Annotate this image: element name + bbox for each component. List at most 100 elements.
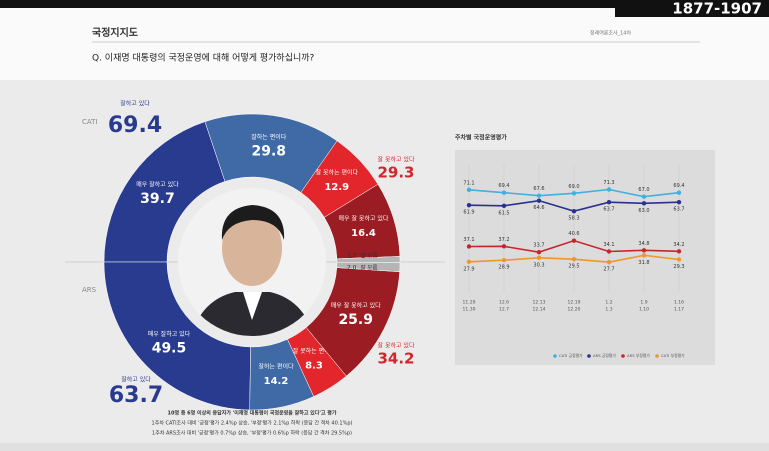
value-label: 67.6	[533, 186, 544, 192]
segment-value: 2.0	[347, 265, 357, 272]
legend-swatch	[655, 354, 659, 358]
positive-label: 잘하고 있다	[120, 100, 150, 108]
section-title: 국정지지도	[92, 26, 138, 39]
value-label: 29.3	[673, 264, 684, 270]
header-band	[0, 8, 769, 80]
note: 1주차 ARS조사 대비 '긍정'평가 0.7%p 상승, '부정'평가 0.6…	[152, 430, 352, 437]
segment-value: 39.7	[140, 191, 175, 207]
segment-value: 1.3	[347, 253, 357, 260]
value-label: 69.0	[568, 184, 579, 190]
segment-value: 49.5	[152, 341, 187, 357]
series-point	[571, 208, 577, 214]
segment-value: 14.2	[264, 376, 289, 387]
negative-label: 잘 못하고 있다	[378, 342, 415, 350]
x-tick-label: 1.3	[605, 307, 612, 313]
donut-segment	[103, 261, 251, 411]
segment-name: 매우 잘 못하고 있다	[331, 302, 381, 310]
series-point	[676, 257, 682, 262]
broadcast-number: 1877-1907	[672, 0, 762, 18]
segment-name: 매우 잘 못하고 있다	[339, 215, 389, 223]
series-point	[641, 194, 647, 199]
segment-value: 29.8	[252, 144, 287, 160]
series-point	[606, 199, 612, 205]
legend-label: CATI 긍정평가	[559, 353, 583, 358]
value-label: 37.2	[498, 237, 509, 243]
series-point	[466, 244, 472, 249]
value-label: 63.7	[673, 207, 684, 213]
portrait	[178, 188, 326, 336]
series-point	[571, 256, 577, 262]
line-title: 주차별 국정운영평가	[455, 134, 507, 142]
x-tick-label: 1.9	[640, 300, 647, 306]
series-point	[536, 255, 542, 261]
segment-name: 매우 잘하고 있다	[148, 330, 191, 338]
meta: 정례여론조사_14차	[590, 30, 631, 37]
x-tick-label: 12.14	[533, 307, 546, 313]
value-label: 29.5	[568, 264, 579, 270]
value-label: 61.9	[463, 210, 474, 216]
segment-name: 잘 못하는 편이다	[316, 169, 359, 177]
legend-label: CATI 부정평가	[661, 353, 685, 358]
x-tick-label: 1.10	[639, 307, 649, 313]
negative-total: 29.3	[377, 164, 414, 182]
value-label: 30.3	[533, 262, 544, 268]
value-label: 40.6	[568, 231, 579, 237]
value-label: 33.7	[533, 243, 544, 249]
positive-label: 잘하고 있다	[121, 376, 151, 384]
series-point	[536, 198, 542, 203]
series-point	[571, 191, 577, 196]
footer	[0, 443, 769, 451]
segment-name: 잘 못하는 편이다	[293, 347, 336, 355]
value-label: 63.0	[638, 208, 649, 214]
donut-segment	[103, 121, 226, 263]
question: Q. 이재명 대통령의 국정운영에 대해 어떻게 평가하십니까?	[92, 52, 315, 64]
value-label: 71.3	[603, 180, 614, 186]
legend-label: ARS 긍정평가	[593, 353, 616, 358]
series-point	[501, 244, 507, 249]
half-label: ARS	[82, 286, 97, 294]
value-label: 64.6	[533, 205, 544, 211]
series-point	[501, 190, 507, 195]
value-label: 63.7	[603, 207, 614, 213]
segment-value: 25.9	[338, 312, 373, 328]
value-label: 37.1	[463, 237, 474, 243]
x-tick-label: 12.13	[533, 300, 546, 306]
number-box	[615, 0, 769, 17]
series-point	[501, 257, 507, 263]
value-label: 71.1	[463, 180, 474, 186]
x-tick-label: 12.20	[568, 307, 581, 313]
positive-total: 69.4	[108, 113, 162, 138]
x-tick-label: 12.7	[499, 307, 509, 313]
value-label: 34.8	[638, 241, 649, 247]
segment-name: 잘하는 편이다	[251, 133, 287, 141]
x-tick-label: 11.30	[463, 307, 476, 313]
segment-value: 16.4	[351, 228, 376, 239]
series-point	[606, 187, 612, 192]
negative-label: 잘 못하고 있다	[378, 156, 415, 164]
segment-name: 잘 모름	[361, 264, 378, 272]
series-point	[466, 259, 472, 265]
x-tick-label: 12.6	[499, 300, 509, 306]
series-point	[641, 248, 647, 253]
series-point	[466, 202, 472, 208]
half-label: CATI	[82, 118, 97, 126]
series-point	[536, 249, 542, 255]
value-label: 69.4	[673, 183, 684, 189]
value-label: 67.0	[638, 187, 649, 193]
value-label: 27.7	[603, 267, 614, 273]
value-label: 31.8	[638, 260, 649, 266]
legend-swatch	[621, 354, 625, 358]
x-tick-label: 1.16	[674, 300, 684, 306]
segment-value: 12.9	[324, 182, 349, 193]
donut-segment	[336, 262, 401, 273]
note: 1주차 CATI조사 대비 '긍정'평가 2.4%p 상승, '부정'평가 2.…	[152, 420, 353, 427]
top-bar	[0, 0, 769, 8]
x-tick-label: 12.19	[568, 300, 581, 306]
series-point	[536, 193, 542, 198]
series-point	[641, 253, 647, 258]
legend-label: ARS 부정평가	[627, 353, 650, 358]
x-tick-label: 1.2	[605, 300, 612, 306]
series-point	[676, 199, 682, 205]
value-label: 28.9	[498, 265, 509, 271]
